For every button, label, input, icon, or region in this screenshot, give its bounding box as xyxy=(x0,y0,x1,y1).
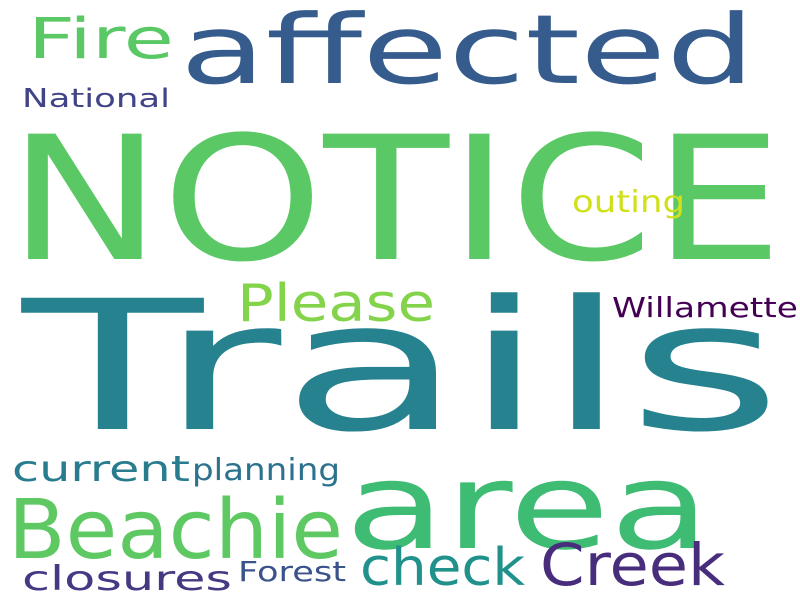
word-trails: Trails xyxy=(22,263,782,472)
word-please: Please xyxy=(237,274,435,334)
word-affected: affected xyxy=(180,0,755,106)
word-check: check xyxy=(360,538,525,598)
word-beachie: Beachie xyxy=(8,483,343,578)
word-national: National xyxy=(22,84,170,114)
word-closures: closures xyxy=(22,559,232,599)
word-willamette: Willamette xyxy=(612,291,798,324)
word-notice: NOTICE xyxy=(8,99,783,300)
word-planning: planning xyxy=(192,453,340,488)
word-fire: Fire xyxy=(28,7,174,72)
word-forest: Forest xyxy=(238,555,346,588)
word-outing: outing xyxy=(572,185,685,220)
word-current: current xyxy=(12,449,190,490)
word-creek: Creek xyxy=(540,531,725,599)
word-area: area xyxy=(345,438,710,577)
